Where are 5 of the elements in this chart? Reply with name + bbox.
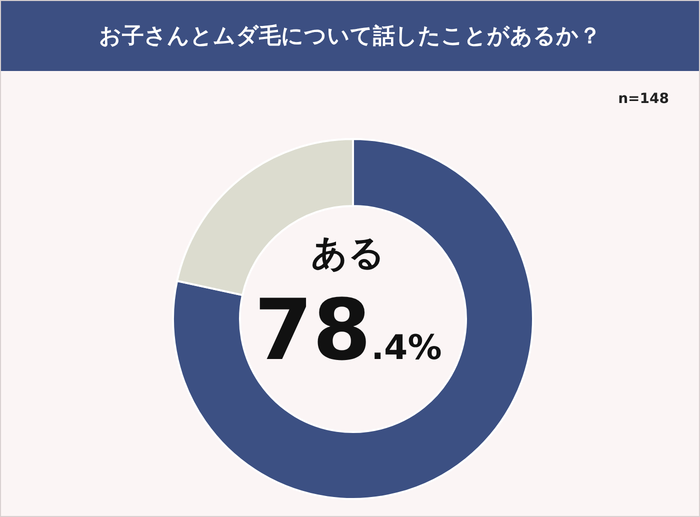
- slice-label: ある: [310, 232, 386, 276]
- data-label: 78.4%: [254, 281, 442, 379]
- donut-slice: [172, 138, 534, 500]
- text: n=148: [618, 91, 669, 107]
- chart-title: お子さんとムダ毛について話したことがあるか？: [1, 1, 699, 71]
